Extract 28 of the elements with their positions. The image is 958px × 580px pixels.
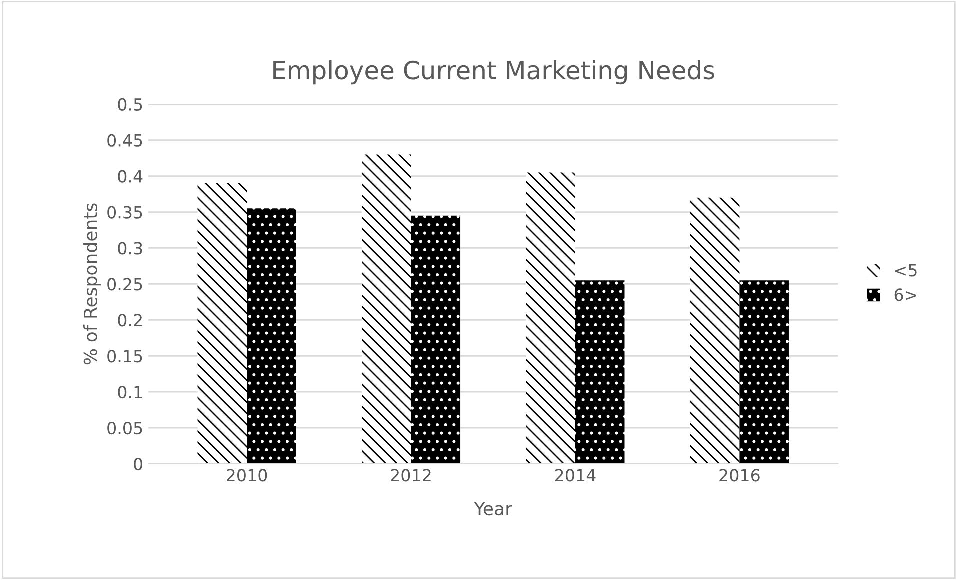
y-tick-label: 0.1: [118, 386, 142, 399]
bar: [575, 280, 625, 464]
x-tick-label: 2014: [555, 469, 596, 482]
bar: [198, 184, 248, 464]
y-axis-title: % of Respondents: [83, 204, 101, 365]
legend-label: 6>: [894, 288, 917, 302]
x-tick-label: 2012: [391, 469, 431, 482]
x-tick-label: 2010: [227, 469, 268, 482]
y-tick-label: 0.3: [118, 242, 142, 255]
y-tick-label: 0.5: [118, 98, 142, 111]
bar: [247, 208, 296, 464]
bar: [526, 172, 576, 464]
chart-title: Employee Current Marketing Needs: [274, 60, 714, 85]
y-tick-label: 0.05: [108, 422, 142, 435]
legend-label: <5: [895, 264, 917, 277]
y-tick-label: 0.4: [118, 170, 143, 183]
x-tick-label: 2016: [720, 469, 760, 482]
bar: [690, 198, 740, 464]
x-axis-title: Year: [474, 502, 512, 516]
bar: [411, 216, 461, 464]
y-tick-label: 0.2: [118, 314, 142, 327]
bar: [362, 154, 412, 464]
y-tick-label: 0.15: [108, 350, 142, 363]
y-tick-label: 0.35: [108, 206, 142, 219]
y-tick-label: 0.25: [108, 278, 142, 291]
bar: [740, 280, 789, 464]
y-tick-label: 0: [134, 458, 143, 471]
y-tick-label: 0.45: [108, 134, 142, 147]
